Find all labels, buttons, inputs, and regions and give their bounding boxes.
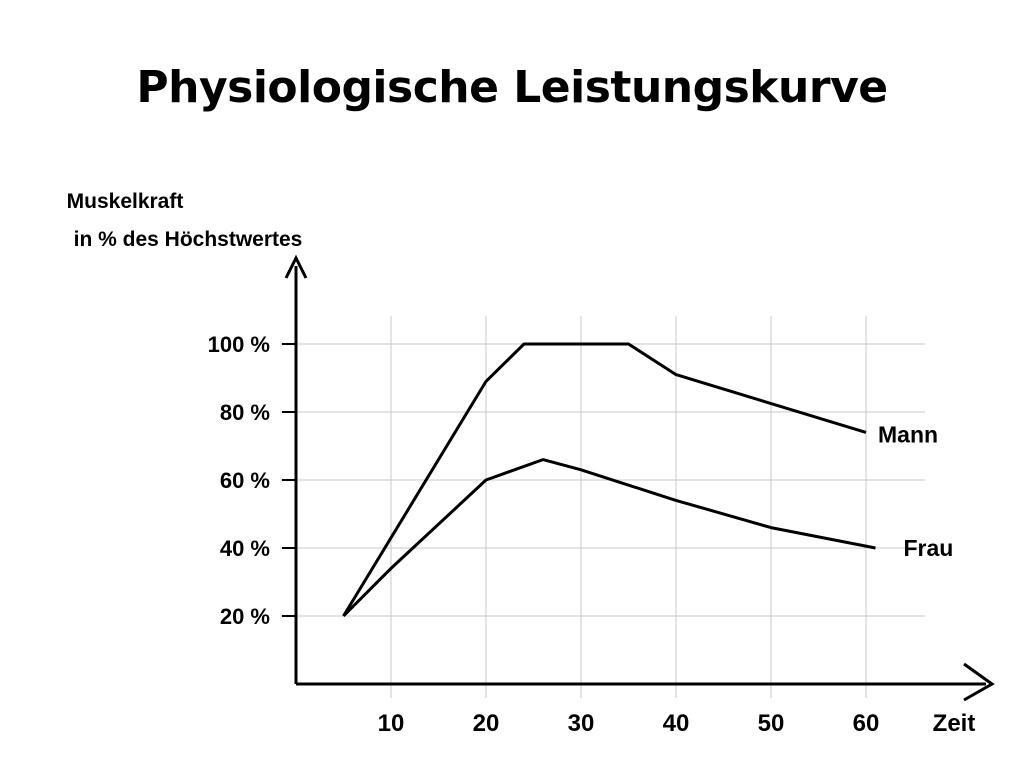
x-tick-label: 30 [568, 710, 595, 737]
x-tick-label: 20 [473, 710, 500, 737]
y-axis-arrowhead [284, 254, 308, 279]
grid [280, 316, 925, 698]
x-tick-label: 40 [663, 710, 690, 737]
x-tick-label: 50 [758, 710, 785, 737]
series-line-mann [342, 342, 867, 617]
y-tick-label: 80 % [220, 400, 270, 425]
series: Mann Frau [342, 342, 954, 618]
y-tick-label: 100 % [208, 332, 270, 357]
axes [284, 254, 995, 702]
x-tick-label: 60 [853, 710, 880, 737]
tick-labels: 20 % 40 % 60 % 80 % 100 % 10 20 30 40 50 60 [208, 332, 880, 737]
series-label-mann: Mann [878, 421, 938, 447]
y-tick-label: 20 % [220, 604, 270, 629]
x-tick-label: 10 [378, 710, 405, 737]
y-axis-label-line2: in % des Höchstwertes [74, 228, 303, 251]
y-tick-label: 40 % [220, 536, 270, 561]
series-line-frau [342, 458, 876, 618]
y-axis-label-line1: Muskelkraft [67, 190, 184, 213]
x-axis-label: Zeit [933, 710, 976, 737]
slide-title: Physiologische Leistungskurve [136, 62, 888, 113]
series-label-frau: Frau [904, 535, 954, 561]
y-tick-label: 60 % [220, 468, 270, 493]
x-axis-arrowhead [963, 662, 995, 702]
